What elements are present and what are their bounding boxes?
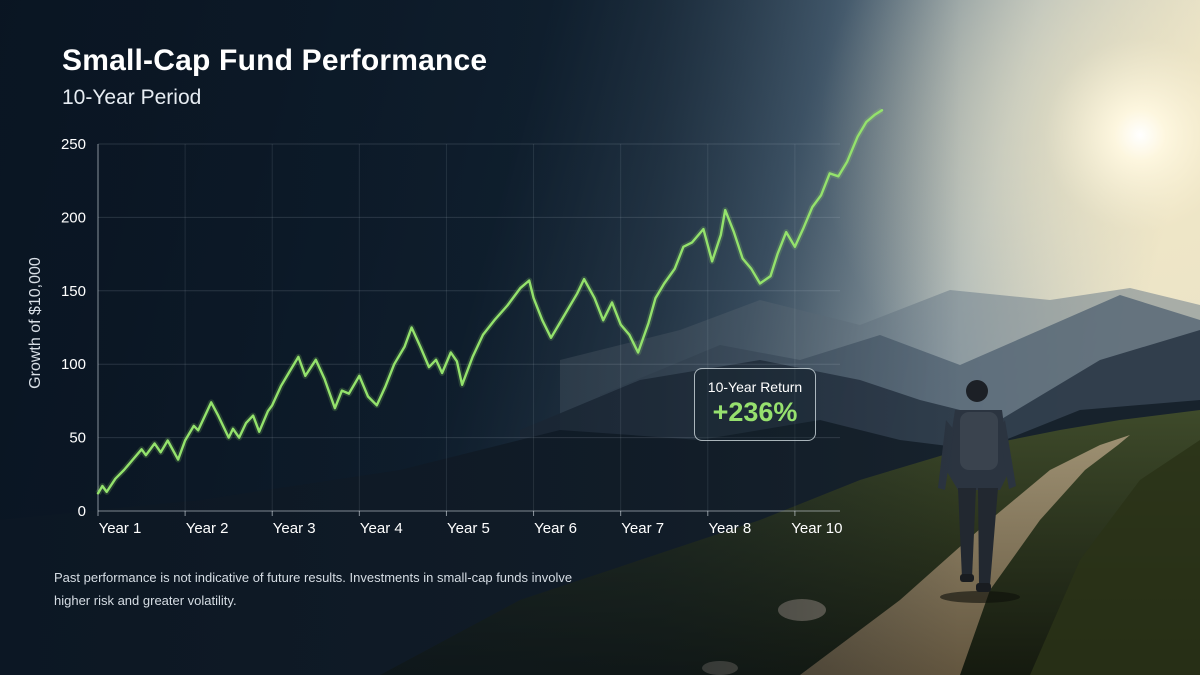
series-line	[96, 109, 884, 495]
x-tick-labels: Year 1 Year 2 Year 3 Year 4 Year 5 Year 6 Year…	[99, 520, 843, 537]
x-tick-label: Year 4	[360, 520, 403, 537]
x-tick-label: Year 3	[273, 520, 316, 537]
x-tick-label: Year 6	[534, 520, 577, 537]
y-tick-label: 150	[61, 283, 86, 300]
chart-subtitle: 10-Year Period	[62, 86, 202, 109]
chart-title: Small-Cap Fund Performance	[62, 44, 488, 77]
y-tick-label: 50	[69, 430, 86, 447]
x-tick-label: Year 2	[186, 520, 229, 537]
return-callout: 10-Year Return +236%	[694, 368, 816, 441]
y-tick-labels: 0 50 100 150 200 250	[61, 136, 86, 520]
y-tick-label: 200	[61, 209, 86, 226]
callout-value: +236%	[712, 397, 798, 427]
x-tick-label: Year 5	[447, 520, 490, 537]
chart-axes	[97, 144, 840, 516]
callout-label: 10-Year Return	[707, 379, 803, 395]
y-tick-label: 0	[78, 503, 86, 520]
y-axis-label: Growth of $10,000	[27, 257, 44, 389]
x-tick-label: Year 8	[708, 520, 751, 537]
x-tick-label: Year 10	[791, 520, 842, 537]
x-tick-label: Year 7	[621, 520, 664, 537]
x-tick-label: Year 1	[99, 520, 142, 537]
disclaimer-text: Past performance is not indicative of fu…	[54, 570, 573, 608]
y-tick-label: 100	[61, 356, 86, 373]
series-lines	[95, 107, 884, 495]
y-tick-label: 250	[61, 136, 86, 153]
grid-lines	[97, 143, 840, 511]
